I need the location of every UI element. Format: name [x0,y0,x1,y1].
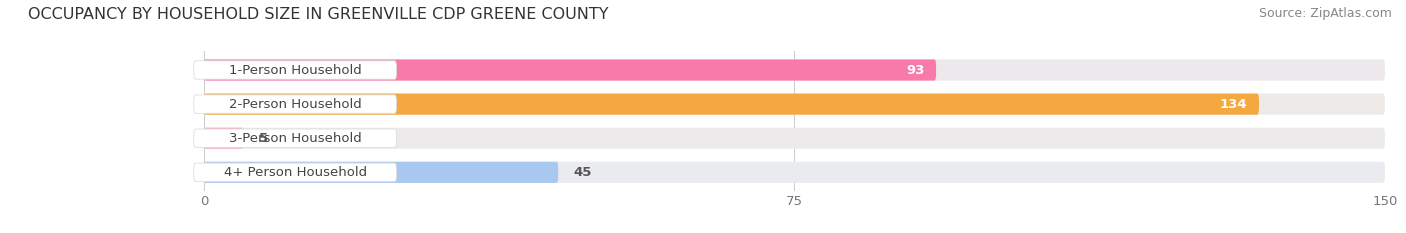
FancyBboxPatch shape [194,163,396,182]
Text: Source: ZipAtlas.com: Source: ZipAtlas.com [1258,7,1392,20]
Text: 2-Person Household: 2-Person Household [229,98,361,111]
Text: 3-Person Household: 3-Person Household [229,132,361,145]
Text: 93: 93 [905,64,924,76]
FancyBboxPatch shape [204,162,558,183]
FancyBboxPatch shape [194,95,396,113]
Text: OCCUPANCY BY HOUSEHOLD SIZE IN GREENVILLE CDP GREENE COUNTY: OCCUPANCY BY HOUSEHOLD SIZE IN GREENVILL… [28,7,609,22]
Text: 4+ Person Household: 4+ Person Household [224,166,367,179]
FancyBboxPatch shape [194,61,396,79]
FancyBboxPatch shape [204,162,1385,183]
FancyBboxPatch shape [194,129,396,147]
FancyBboxPatch shape [204,59,1385,81]
FancyBboxPatch shape [204,93,1258,115]
Text: 45: 45 [574,166,592,179]
FancyBboxPatch shape [204,128,243,149]
FancyBboxPatch shape [204,59,936,81]
Text: 1-Person Household: 1-Person Household [229,64,361,76]
Text: 134: 134 [1219,98,1247,111]
FancyBboxPatch shape [204,93,1385,115]
Text: 5: 5 [259,132,269,145]
FancyBboxPatch shape [204,128,1385,149]
